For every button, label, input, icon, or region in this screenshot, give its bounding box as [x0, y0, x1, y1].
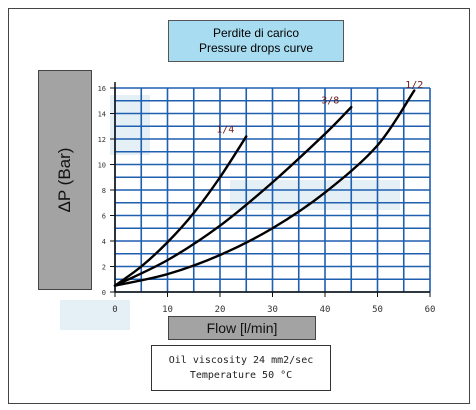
y-tick-label: 14: [98, 111, 106, 119]
y-tick-label: 8: [102, 187, 106, 195]
watermark-block: [60, 300, 130, 330]
series-line-1-2: [113, 89, 416, 287]
y-tick-label: 16: [98, 85, 106, 93]
x-tick-label: 30: [267, 305, 278, 315]
x-axis-label-box: Flow [l/min]: [168, 316, 316, 340]
x-tick-label: 60: [425, 305, 436, 315]
y-tick-label: 2: [102, 264, 106, 272]
x-axis-label: Flow [l/min]: [206, 320, 278, 336]
y-tick-label: 4: [102, 238, 106, 246]
viscosity-note: Oil viscosity 24 mm2/sec: [168, 355, 314, 366]
temperature-note: Temperature 50 °C: [189, 370, 293, 381]
x-tick-label: 10: [162, 305, 173, 315]
y-tick-label: 0: [102, 289, 106, 297]
y-axis-label-box: ΔP (Bar): [38, 70, 92, 290]
x-tick-label: 50: [372, 305, 383, 315]
series-label-1-4: 1/4: [216, 125, 234, 136]
conditions-note: Oil viscosity 24 mm2/sec Temperature 50 …: [151, 345, 331, 391]
x-tick-label: 20: [215, 305, 226, 315]
series-label-3-8: 3/8: [321, 95, 339, 106]
series-line-1-4: [113, 135, 248, 287]
y-tick-label: 12: [98, 136, 106, 144]
x-tick-label: 0: [112, 305, 117, 315]
watermark-block: [110, 95, 150, 155]
series-label-1-2: 1/2: [405, 80, 423, 91]
chart-title-box: Perdite di carico Pressure drops curve: [168, 20, 344, 62]
chart-subtitle: Pressure drops curve: [198, 41, 314, 55]
series-line-3-8: [113, 105, 353, 287]
x-tick-label: 40: [320, 305, 331, 315]
chart-title: Perdite di carico: [212, 26, 300, 40]
y-tick-label: 10: [98, 162, 106, 170]
y-tick-label: 6: [102, 213, 106, 221]
